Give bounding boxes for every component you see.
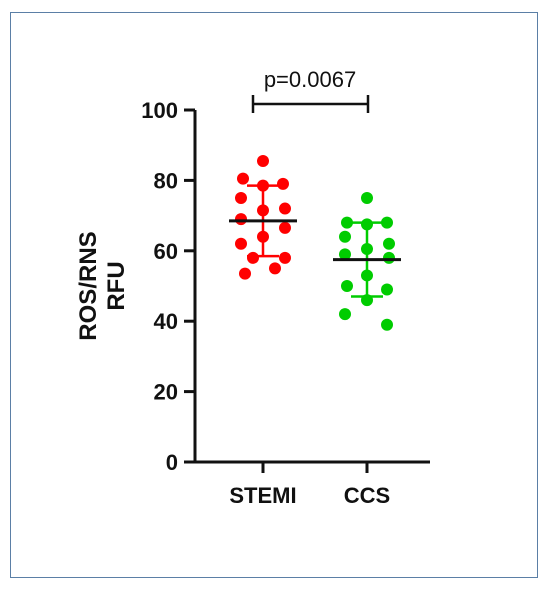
data-point bbox=[339, 230, 351, 243]
y-axis-label-line: ROS/RNS bbox=[75, 231, 102, 340]
data-point bbox=[361, 192, 373, 204]
y-tick-label: 80 bbox=[154, 168, 178, 193]
data-point bbox=[383, 251, 395, 264]
data-point bbox=[279, 202, 291, 215]
significance-bracket: p=0.0067 bbox=[251, 67, 370, 113]
x-tick-label: STEMI bbox=[229, 483, 296, 508]
figure-frame bbox=[10, 12, 538, 578]
y-axis-label-line: RFU bbox=[103, 261, 130, 310]
data-point bbox=[381, 283, 393, 296]
data-point bbox=[235, 192, 247, 204]
data-point bbox=[381, 216, 393, 229]
data-point bbox=[257, 155, 269, 168]
data-point bbox=[237, 172, 249, 185]
data-point bbox=[381, 318, 393, 331]
data-point bbox=[383, 237, 395, 250]
y-tick-label: 0 bbox=[166, 450, 178, 475]
y-tick-label: 40 bbox=[154, 309, 178, 334]
data-point bbox=[339, 248, 351, 261]
p-value-annotation: p=0.0067 bbox=[264, 67, 356, 92]
data-point bbox=[277, 177, 289, 190]
data-point bbox=[269, 262, 281, 275]
data-point bbox=[279, 251, 291, 264]
data-point bbox=[247, 251, 259, 264]
data-point bbox=[339, 308, 351, 321]
data-points bbox=[235, 155, 395, 331]
y-tick-label: 60 bbox=[154, 239, 178, 264]
data-point bbox=[235, 213, 247, 226]
x-axis: STEMI CCS bbox=[193, 460, 430, 508]
y-tick-label: 20 bbox=[154, 380, 178, 405]
y-tick-label: 100 bbox=[141, 98, 178, 123]
x-tick-label: CCS bbox=[344, 483, 390, 508]
data-point bbox=[341, 216, 353, 229]
y-axis: 0 20 40 60 80 100 bbox=[141, 98, 197, 475]
mean-sd-bars bbox=[229, 184, 401, 298]
data-point bbox=[239, 267, 251, 280]
y-axis-label: ROS/RNS RFU bbox=[75, 231, 130, 340]
data-point bbox=[279, 221, 291, 234]
data-point bbox=[341, 280, 353, 292]
data-point bbox=[235, 237, 247, 250]
